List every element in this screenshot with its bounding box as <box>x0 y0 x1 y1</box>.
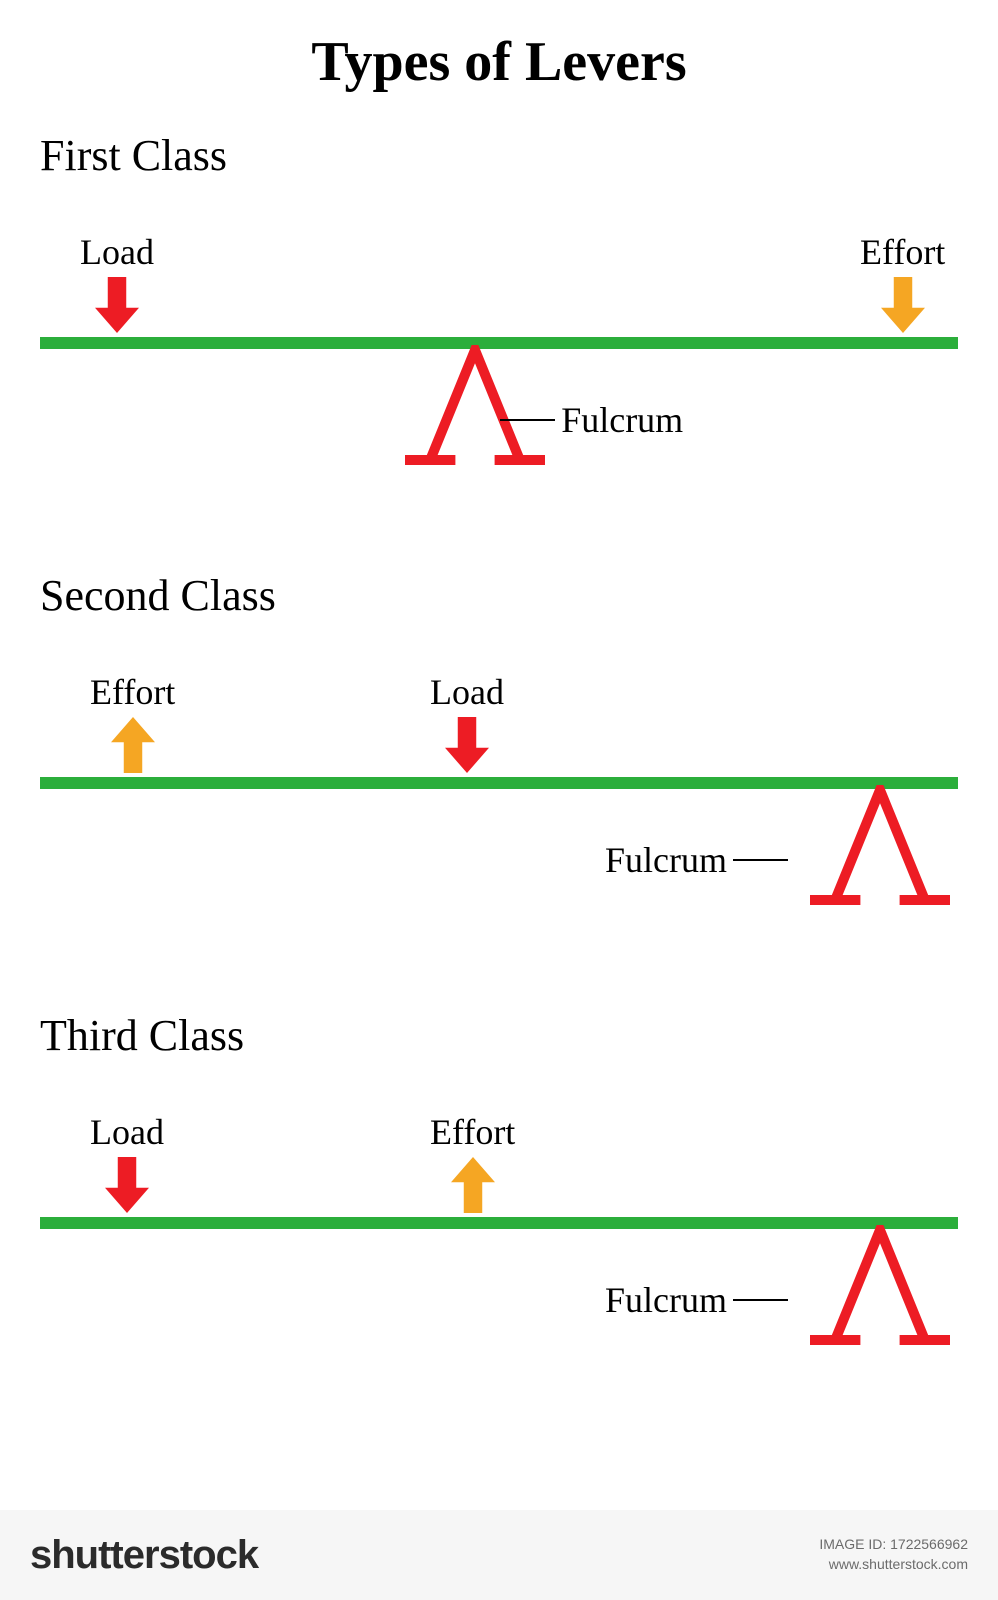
effort-arrow-group: Effort <box>90 671 175 773</box>
section-heading-first: First Class <box>40 130 958 181</box>
lever-section-third: Third Class Load Effort Fulcrum <box>40 1010 958 1367</box>
fulcrum-label-group: Fulcrum <box>605 1279 788 1321</box>
effort-label: Effort <box>430 1111 515 1153</box>
diagram-second: Effort Load Fulcrum <box>40 627 958 927</box>
footer-meta: IMAGE ID: 1722566962 www.shutterstock.co… <box>819 1535 968 1574</box>
load-label: Load <box>80 231 154 273</box>
fulcrum-label-group: Fulcrum <box>500 399 683 441</box>
fulcrum-label: Fulcrum <box>605 839 727 881</box>
diagram-third: Load Effort Fulcrum <box>40 1067 958 1367</box>
load-arrow-icon <box>445 717 489 773</box>
page-title: Types of Levers <box>0 0 998 94</box>
lever-section-second: Second Class Effort Load Fulcrum <box>40 570 958 927</box>
section-heading-third: Third Class <box>40 1010 958 1061</box>
footer-logo: shutterstock <box>30 1533 258 1578</box>
effort-arrow-icon <box>451 1157 495 1213</box>
effort-arrow-icon <box>111 717 155 773</box>
effort-arrow-icon <box>881 277 925 333</box>
section-heading-second: Second Class <box>40 570 958 621</box>
footer-image-id: 1722566962 <box>890 1536 968 1552</box>
effort-arrow-group: Effort <box>430 1111 515 1213</box>
fulcrum-icon <box>810 1225 950 1350</box>
fulcrum-leader-line <box>500 419 555 421</box>
fulcrum-label: Fulcrum <box>561 399 683 441</box>
load-arrow-icon <box>95 277 139 333</box>
load-label: Load <box>430 671 504 713</box>
footer-image-id-label: IMAGE ID: <box>819 1536 886 1552</box>
effort-arrow-group: Effort <box>860 231 945 333</box>
load-arrow-group: Load <box>80 231 154 333</box>
effort-label: Effort <box>860 231 945 273</box>
fulcrum-icon <box>810 785 950 910</box>
load-arrow-group: Load <box>90 1111 164 1213</box>
fulcrum-label: Fulcrum <box>605 1279 727 1321</box>
footer-bar: shutterstock IMAGE ID: 1722566962 www.sh… <box>0 1510 998 1600</box>
load-arrow-icon <box>105 1157 149 1213</box>
fulcrum-leader-line <box>733 1299 788 1301</box>
effort-label: Effort <box>90 671 175 713</box>
fulcrum-leader-line <box>733 859 788 861</box>
lever-section-first: First Class Load Effort Fulcrum <box>40 130 958 487</box>
footer-site: www.shutterstock.com <box>819 1555 968 1575</box>
load-arrow-group: Load <box>430 671 504 773</box>
load-label: Load <box>90 1111 164 1153</box>
fulcrum-label-group: Fulcrum <box>605 839 788 881</box>
diagram-first: Load Effort Fulcrum <box>40 187 958 487</box>
